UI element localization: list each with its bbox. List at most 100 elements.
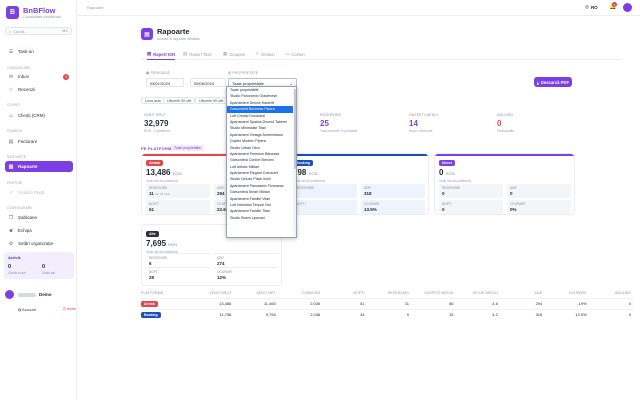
sidebar-item-label: Clienți (CRM) (18, 113, 45, 118)
stat-reservations: REZERVĂRI 25 Total rezervări în perioadă (320, 113, 357, 133)
dropdown-option[interactable]: Garsonieră Smart Militari (230, 190, 270, 195)
checkin-count: 0 (8, 264, 12, 270)
dropdown-option[interactable]: Duplex Modern Pipera (230, 139, 266, 144)
report-icon: ▦ (141, 28, 153, 40)
globe-icon: ◎ (585, 4, 589, 9)
logout-link[interactable]: ⎋ Ieșire (62, 307, 76, 311)
table-header: PLATFORMĂ VENIT BRUT VENIT NET COMISION … (141, 291, 632, 295)
sidebar-item-crm[interactable]: ☺ Clienți (CRM) (5, 110, 73, 121)
avatar (5, 290, 14, 299)
stat-gross-revenue: VENIT BRUT 32,979 RON · 3 platforme (144, 113, 170, 133)
sidebar-item-reviews[interactable]: ☆ Recenzii (5, 84, 73, 95)
dropdown-option[interactable]: Studio Deluxe Piața Unirii (230, 177, 271, 182)
invoice-icon: ▤ (8, 138, 14, 145)
dropdown-option[interactable]: Apartament Vintage Armeneasca (230, 132, 283, 137)
language-switcher[interactable]: ◎ RO (585, 4, 598, 10)
calendar-icon: ▦ (223, 51, 228, 56)
sidebar-item-invoicing[interactable]: ▤ Facturare (5, 136, 73, 147)
sidebar: B BnBFlow Contabilitate simplificată ⌕ C… (0, 0, 77, 400)
account-icon: ◍ (18, 308, 23, 312)
template-icon: ❐ (8, 214, 14, 221)
platform-card-booking: Booking 798 RON Venit net din platformă … (288, 153, 429, 215)
platform-tag: Airbnb (141, 300, 158, 307)
search-icon: ⌕ (9, 28, 12, 34)
user-name-redacted (18, 292, 36, 297)
sidebar-item-label: Facturare (18, 139, 38, 144)
download-icon: ⤓ (536, 79, 539, 85)
dropdown-option[interactable]: Studio Boem Lipscani (230, 215, 265, 220)
sidebar-item-templates[interactable]: ❐ Șabloane (5, 212, 73, 223)
nav-section-communication: COMUNICARE (7, 66, 31, 70)
sidebar-item-label: Setări organizație (18, 241, 54, 246)
dropdown-option[interactable]: Loft Industrial Timpuri Noi (230, 203, 271, 208)
search-shortcut: ⌘K (62, 29, 68, 33)
platform-card-direct: Direct 0 RON Venit net din platformă REZ… (434, 153, 575, 215)
logo-icon: B (6, 6, 19, 19)
dropdown-option[interactable]: Apartament Deluxe Kastelft (230, 100, 274, 105)
dropdown-option[interactable]: Apartament Familie Vitan (230, 196, 271, 201)
date-from-field[interactable]: 05/01/2024 (146, 78, 184, 87)
sidebar-item-label: Task-uri (18, 49, 34, 54)
trend-icon: ↗ (255, 51, 259, 56)
tab-ish[interactable]: ▤ Raport ISH (147, 51, 175, 60)
nav-section-pricing: PREȚURI (7, 181, 23, 185)
platform-tag: Alte (146, 231, 159, 237)
gear-icon: ⚙ (8, 240, 14, 247)
sidebar-item-label: Șabloane (18, 215, 38, 220)
property-dropdown-list[interactable]: Toate proprietățile Studio Panoramic Grad… (226, 86, 297, 238)
sidebar-item-inbox[interactable]: ✉ Inbox 3 (5, 71, 73, 82)
dropdown-option[interactable]: Garsonieră Business Pipera (227, 106, 296, 113)
breadcrumb[interactable]: Rapoarte (87, 5, 104, 10)
avatar[interactable] (623, 3, 632, 12)
tab-costs[interactable]: ▭ Costuri (285, 51, 305, 57)
preset-last-90[interactable]: Ultimele 90 zile (195, 97, 228, 104)
dropdown-option[interactable]: Studio Urban Obor (230, 145, 260, 150)
account-link[interactable]: ◍ Account (18, 308, 36, 312)
nav-section-config: CONFIGURARE (7, 206, 33, 210)
dropdown-scrollbar[interactable] (293, 87, 296, 237)
table-row[interactable]: Airbnb 13,486 11,460 2,026 51 11 56 4.6 … (141, 298, 635, 308)
calendar-icon: ▦ (146, 71, 151, 75)
app-logo[interactable]: B BnBFlow Contabilitate simplificată (6, 6, 61, 19)
search-input[interactable]: Caută... (13, 28, 28, 34)
table-row[interactable]: Booking 11,798 9,750 2,048 34 9 15 4.2 3… (141, 309, 635, 319)
tab-revenue[interactable]: ↗ Venituri (255, 51, 275, 57)
dropdown-option[interactable]: Garsonieră Confort Berceni (230, 158, 274, 163)
dropdown-option[interactable]: Loft Artistic Militari (230, 164, 259, 169)
dropdown-option[interactable]: Loft Creativ Dorobanți (230, 113, 265, 118)
user-profile[interactable]: Demo (5, 290, 52, 299)
page-title: Rapoarte (157, 27, 190, 36)
tab-taxes[interactable]: ▤ Raport Taxe (183, 51, 212, 57)
building-icon: ▥ (228, 71, 233, 75)
arrivals-count: 0 (42, 264, 46, 270)
preset-last-30[interactable]: Ultimele 30 zile (163, 97, 196, 104)
export-pdf-button[interactable]: ⤓ Descarcă PDF (534, 77, 572, 87)
dropdown-option[interactable]: Toate proprietățile (230, 88, 259, 92)
dropdown-option[interactable]: Apartament Spațios Drumul Taberei (230, 119, 287, 124)
report-tabs: ▤ Raport ISH ▤ Raport Taxe ▦ Ocupare ↗ Venit… (141, 50, 621, 60)
inbox-count-badge: 3 (63, 73, 69, 80)
dropdown-option[interactable]: Studio Minimalist Titan (230, 126, 266, 131)
dropdown-option[interactable]: Studio Panoramic Gradenesti (230, 94, 277, 99)
app-tagline: Contabilitate simplificată (23, 15, 61, 19)
dropdown-option[interactable]: Apartament Panoramic Floreasca (230, 183, 284, 188)
sidebar-item-pricing[interactable]: ↗ Analize Piață (5, 187, 73, 198)
dropdown-option[interactable]: Apartament Premium Băneasa (230, 151, 280, 156)
bell-icon[interactable]: 🔔 (609, 4, 617, 10)
team-icon: ☻ (8, 227, 14, 234)
platform-section-chip: Toate proprietățile (171, 145, 204, 151)
activity-title: Activit. (8, 255, 22, 260)
sidebar-item-tasks[interactable]: ☰ Task-uri (5, 46, 73, 57)
sidebar-search[interactable]: ⌕ Caută... ⌘K (5, 27, 72, 35)
sidebar-item-team[interactable]: ☻ Echipa (5, 225, 73, 236)
dropdown-option[interactable]: Apartament Familie Titan (230, 209, 270, 214)
dropdown-option[interactable]: Apartament Elegant Cotroceni (230, 171, 279, 176)
star-icon: ☆ (8, 86, 14, 93)
sidebar-item-settings[interactable]: ⚙ Setări organizație (5, 238, 73, 249)
tab-occupancy[interactable]: ▦ Ocupare (223, 51, 246, 57)
date-to-field[interactable]: 05/06/2024 (190, 78, 226, 87)
user-name: Demo (39, 292, 52, 297)
sidebar-item-reports[interactable]: ▥ Rapoarte (5, 161, 73, 172)
preset-this-month[interactable]: Luna asta (141, 97, 165, 104)
wallet-icon: ▭ (285, 51, 290, 56)
